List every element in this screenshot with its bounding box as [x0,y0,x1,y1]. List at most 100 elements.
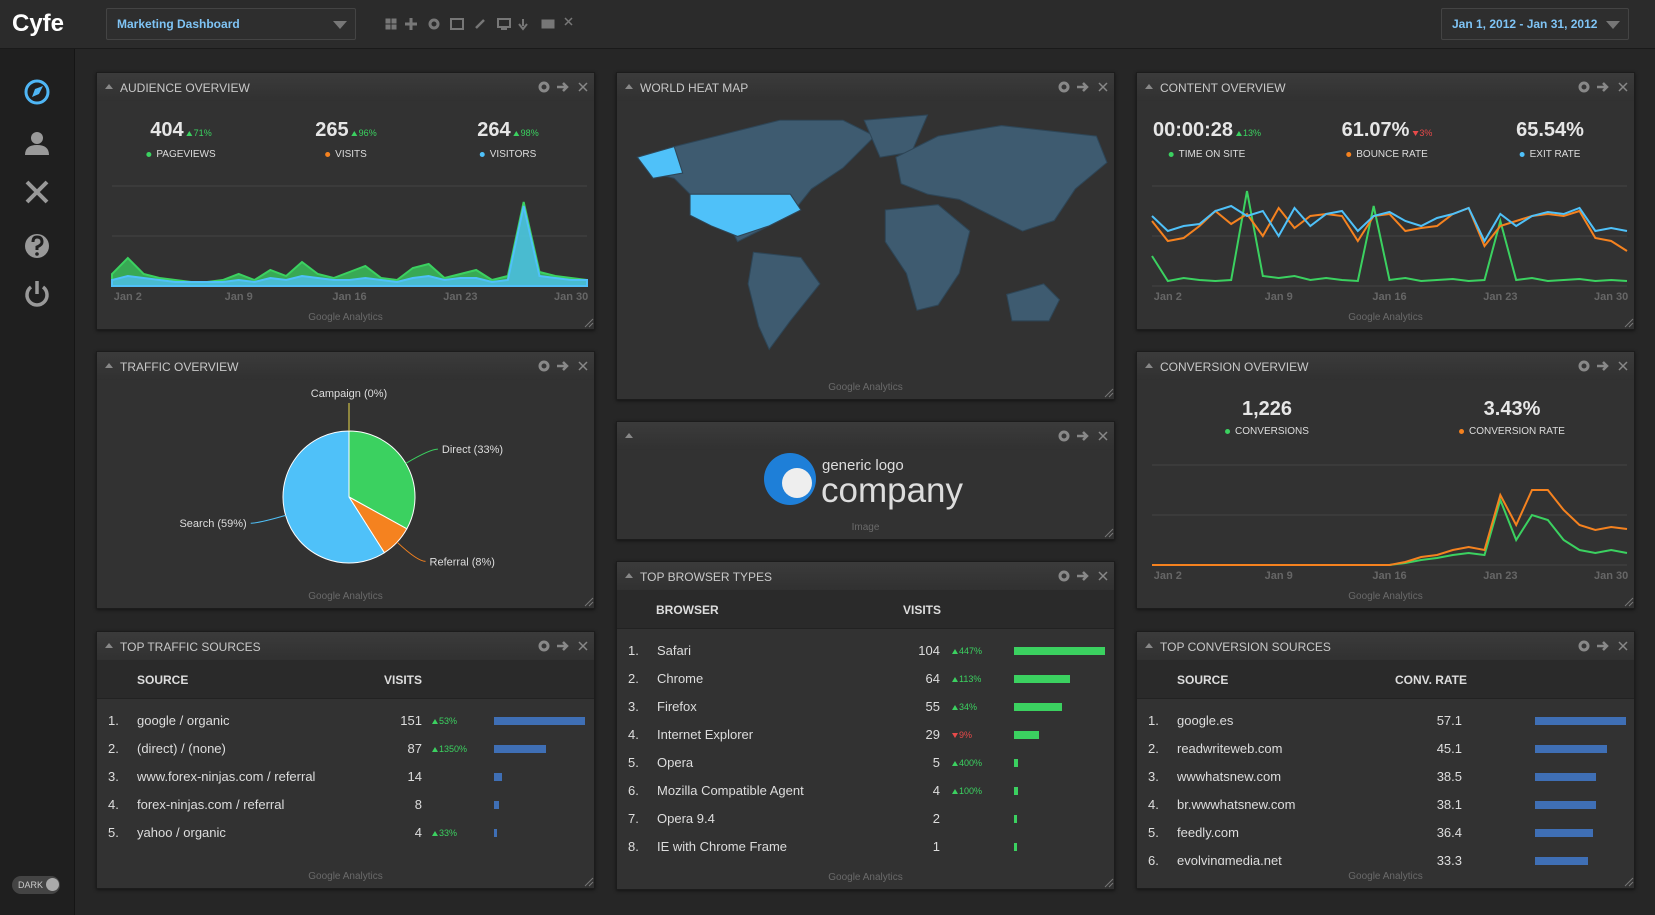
toolbar[interactable] [384,16,594,34]
resize [584,597,594,607]
settings-icon[interactable] [538,640,550,652]
trend-arrow [952,677,958,683]
move-icon[interactable] [1597,361,1609,371]
row-value: 33.3 [1436,853,1462,865]
close-icon[interactable] [1098,431,1108,441]
resize-handle[interactable] [1624,877,1634,887]
resize [584,877,594,887]
table-row: 2. (direct) / (none) 87 1350% [97,741,594,761]
sidebar: DARK [0,49,75,915]
widget-source: Google Analytics [1348,591,1423,602]
collapse-icon[interactable] [1145,84,1153,89]
dashboard-select[interactable]: Marketing Dashboard [106,8,356,40]
x-tick-label: Jan 30 [1594,570,1628,582]
change-value: 34% [959,702,978,712]
row-name: Internet Explorer [657,727,754,742]
move-icon[interactable] [1597,641,1609,651]
row-value: 29 [925,727,940,742]
resize [1104,388,1114,398]
metric-label: BOUNCE RATE [1346,149,1428,160]
row-bar [1014,759,1019,767]
resize-handle[interactable] [1624,318,1634,328]
row-name: www.forex-ninjas.com / referral [137,769,316,784]
settings-icon[interactable] [1578,81,1590,93]
metric-value: 65.54% [1516,119,1584,141]
collapse-icon[interactable] [105,84,113,89]
row-change: 9% [952,730,972,740]
collapse-icon[interactable] [625,84,633,89]
nav-logout[interactable] [25,281,49,307]
settings-icon[interactable] [538,81,550,93]
logo-large: company [821,471,964,510]
table-row: 5. Opera 5 400% [617,755,1114,775]
theme-label: DARK [18,880,44,890]
metric-change: 96% [351,128,377,138]
collapse-icon[interactable] [1145,363,1153,368]
resize-handle[interactable] [1104,878,1114,888]
metric-label: CONVERSIONS [1225,426,1309,437]
widget-source: Google Analytics [1348,312,1423,323]
move-icon[interactable] [1077,82,1089,92]
resize-handle[interactable] [1624,597,1634,607]
move-icon[interactable] [1077,431,1089,441]
metric: 1,226 [1242,398,1292,421]
close-icon[interactable] [1098,571,1108,581]
table-row: 1. google.es 57.1 [1137,713,1634,733]
move-icon[interactable] [1077,571,1089,581]
collapse-icon[interactable] [625,433,633,438]
settings-icon[interactable] [1578,640,1590,652]
close-icon[interactable] [1618,641,1628,651]
nav-account[interactable] [25,132,49,155]
metric-label: PAGEVIEWS [146,149,216,160]
row-bar [1014,703,1063,711]
nav-dashboard[interactable] [24,79,50,105]
metric-name: TIME ON SITE [1178,149,1246,160]
settings-icon[interactable] [1058,81,1070,93]
move-icon[interactable] [557,82,569,92]
collapse-icon[interactable] [1145,643,1153,648]
trend-arrow [1412,131,1419,137]
close-icon[interactable] [578,82,588,92]
close-icon[interactable] [578,361,588,371]
move-icon[interactable] [1597,82,1609,92]
metric-value: 265 [315,119,349,141]
close-icon[interactable] [1618,82,1628,92]
nav-tools[interactable] [25,180,49,204]
resize-handle[interactable] [584,318,594,328]
metric-label: VISITS [325,149,367,160]
date-range-select[interactable]: Jan 1, 2012 - Jan 31, 2012 [1441,8,1629,40]
close-icon[interactable] [1618,361,1628,371]
move-icon[interactable] [557,361,569,371]
widget: TOP TRAFFIC SOURCES Google Analytics SOURC… [96,631,595,889]
theme-toggle[interactable]: DARK [12,876,60,894]
row-rank: 1. [1148,713,1159,728]
metric-change: 98% [513,128,539,138]
metric-value: 264 [477,119,511,141]
settings-icon[interactable] [1578,360,1590,372]
north-america [636,119,876,243]
nav-help[interactable] [25,234,49,258]
resize-handle[interactable] [1104,528,1114,538]
australia [1006,283,1061,322]
collapse-icon[interactable] [105,363,113,368]
settings-icon[interactable] [1058,570,1070,582]
settings-icon[interactable] [538,360,550,372]
move-icon[interactable] [557,641,569,651]
settings-icon[interactable] [1058,430,1070,442]
collapse-icon[interactable] [625,573,633,578]
slice-label: Referral (8%) [430,556,495,568]
close-icon[interactable] [578,641,588,651]
metric-name: BOUNCE RATE [1356,149,1428,160]
collapse-icon[interactable] [105,643,113,648]
resize-handle[interactable] [584,877,594,887]
row-rank: 2. [1148,741,1159,756]
resize-handle[interactable] [584,597,594,607]
logo[interactable]: Cyfe [12,10,65,37]
close-icon[interactable] [1098,82,1108,92]
x-tick-label: Jan 30 [554,291,588,303]
widget: TOP CONVERSION SOURCES Google Analytics SO… [1136,631,1635,889]
resize-handle[interactable] [1104,388,1114,398]
row-name: Chrome [657,671,704,686]
pie-slice [348,430,416,530]
